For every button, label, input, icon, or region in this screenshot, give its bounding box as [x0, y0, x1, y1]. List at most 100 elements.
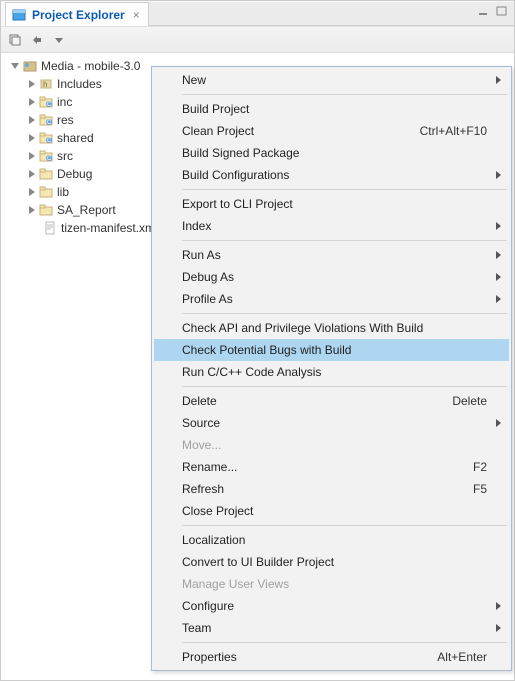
menu-separator [182, 642, 507, 643]
submenu-arrow-icon [496, 76, 501, 84]
menu-item[interactable]: Delete Delete [154, 390, 509, 412]
menu-item[interactable]: Index [154, 215, 509, 237]
menu-separator [182, 525, 507, 526]
menu-item-label: Build Configurations [182, 168, 289, 182]
menu-separator [182, 94, 507, 95]
menu-item[interactable]: Build Configurations [154, 164, 509, 186]
expand-toggle-icon[interactable] [29, 80, 35, 88]
tree-item-label: SA_Report [57, 203, 116, 217]
minimize-icon[interactable] [478, 5, 490, 17]
menu-item-label: Move... [182, 438, 221, 452]
svg-text:C: C [47, 156, 52, 162]
tab-project-explorer[interactable]: Project Explorer × [5, 2, 149, 26]
menu-item[interactable]: Localization [154, 529, 509, 551]
cfolder-icon: C [39, 131, 53, 145]
menu-item[interactable]: Run C/C++ Code Analysis [154, 361, 509, 383]
menu-shortcut: Ctrl+Alt+F10 [420, 124, 487, 138]
menu-item-label: Localization [182, 533, 245, 547]
menu-item[interactable]: Export to CLI Project [154, 193, 509, 215]
menu-shortcut: Delete [452, 394, 487, 408]
tree-item-label: shared [57, 131, 94, 145]
menu-item-label: Run As [182, 248, 221, 262]
submenu-arrow-icon [496, 295, 501, 303]
expand-toggle-icon[interactable] [29, 170, 35, 178]
cfolder-icon: C [39, 95, 53, 109]
explorer-toolbar [1, 27, 514, 53]
view-menu-button[interactable] [51, 32, 67, 48]
expand-toggle-icon[interactable] [29, 152, 35, 160]
menu-item-label: Profile As [182, 292, 233, 306]
menu-item[interactable]: Check Potential Bugs with Build [154, 339, 509, 361]
menu-item-label: Clean Project [182, 124, 254, 138]
expand-toggle-icon[interactable] [29, 116, 35, 124]
tree-item-label: src [57, 149, 73, 163]
expand-toggle-icon[interactable] [29, 206, 35, 214]
tree-root-label: Media - mobile-3.0 [41, 59, 140, 73]
menu-item-label: Rename... [182, 460, 237, 474]
file-icon [43, 221, 57, 235]
folder-icon [39, 203, 53, 217]
menu-separator [182, 313, 507, 314]
submenu-arrow-icon [496, 171, 501, 179]
menu-item-label: Export to CLI Project [182, 197, 293, 211]
tree-item-label: lib [57, 185, 69, 199]
menu-item[interactable]: Check API and Privilege Violations With … [154, 317, 509, 339]
view-tabbar: Project Explorer × [1, 1, 514, 27]
tree-item-label: inc [57, 95, 72, 109]
svg-text:C: C [47, 120, 52, 126]
svg-text:C: C [47, 102, 52, 108]
menu-item[interactable]: PropertiesAlt+Enter [154, 646, 509, 668]
menu-item[interactable]: Convert to UI Builder Project [154, 551, 509, 573]
folder-icon [39, 185, 53, 199]
menu-item[interactable]: New [154, 69, 509, 91]
expand-toggle-icon[interactable] [29, 188, 35, 196]
close-icon[interactable]: × [131, 8, 142, 22]
menu-item[interactable]: Refresh F5 [154, 478, 509, 500]
submenu-arrow-icon [496, 602, 501, 610]
menu-separator [182, 189, 507, 190]
menu-shortcut: F5 [473, 482, 487, 496]
expand-toggle-icon[interactable] [11, 63, 19, 69]
submenu-arrow-icon [496, 251, 501, 259]
expand-toggle-icon[interactable] [29, 134, 35, 142]
collapse-all-button[interactable] [7, 32, 23, 48]
menu-item-label: Refresh [182, 482, 224, 496]
menu-item-label: Delete [182, 394, 217, 408]
submenu-arrow-icon [496, 624, 501, 632]
project-icon [23, 59, 37, 73]
tree-item-label: Includes [57, 77, 102, 91]
expand-toggle-icon[interactable] [29, 98, 35, 106]
menu-item-label: Close Project [182, 504, 253, 518]
menu-item-label: Build Project [182, 102, 249, 116]
menu-item-label: Check Potential Bugs with Build [182, 343, 351, 357]
menu-item[interactable]: Build Signed Package [154, 142, 509, 164]
menu-item[interactable]: Rename... F2 [154, 456, 509, 478]
menu-shortcut: F2 [473, 460, 487, 474]
menu-item-label: Properties [182, 650, 237, 664]
menu-item[interactable]: Source [154, 412, 509, 434]
menu-item[interactable]: Build Project [154, 98, 509, 120]
menu-item: Manage User Views [154, 573, 509, 595]
menu-item[interactable]: Close Project [154, 500, 509, 522]
cfolder-icon: C [39, 113, 53, 127]
menu-item[interactable]: Run As [154, 244, 509, 266]
menu-item-label: Team [182, 621, 211, 635]
menu-item[interactable]: Team [154, 617, 509, 639]
cfolder-icon: C [39, 149, 53, 163]
menu-item-label: Configure [182, 599, 234, 613]
menu-item-label: Run C/C++ Code Analysis [182, 365, 321, 379]
menu-item[interactable]: Profile As [154, 288, 509, 310]
submenu-arrow-icon [496, 273, 501, 281]
menu-item[interactable]: Configure [154, 595, 509, 617]
tree-item-label: res [57, 113, 74, 127]
menu-item[interactable]: Clean Project Ctrl+Alt+F10 [154, 120, 509, 142]
menu-item-label: Index [182, 219, 211, 233]
menu-item[interactable]: Debug As [154, 266, 509, 288]
project-explorer-icon [12, 8, 26, 22]
maximize-icon[interactable] [496, 5, 508, 17]
submenu-arrow-icon [496, 419, 501, 427]
link-editor-button[interactable] [29, 32, 45, 48]
tree-item-label: Debug [57, 167, 92, 181]
menu-separator [182, 386, 507, 387]
menu-item-label: Check API and Privilege Violations With … [182, 321, 423, 335]
